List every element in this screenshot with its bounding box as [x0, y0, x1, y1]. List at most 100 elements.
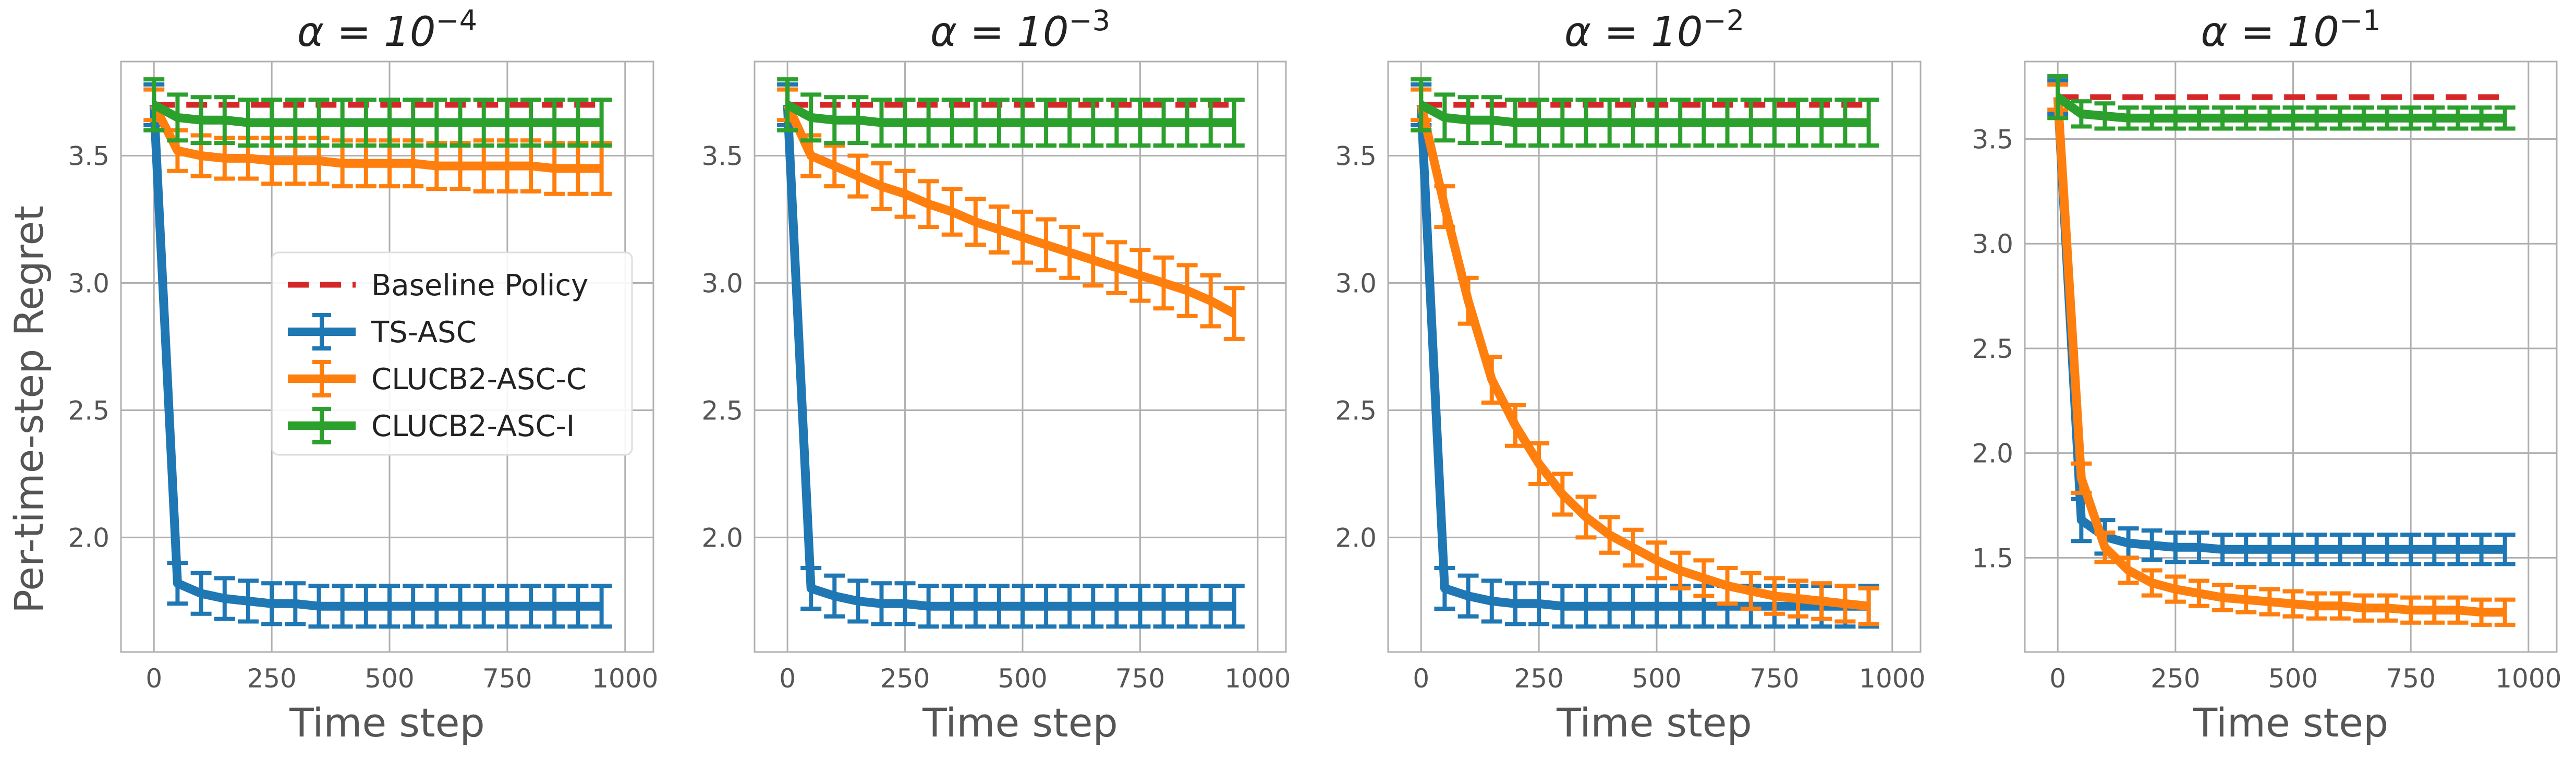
panel-title-exponent: −1 — [2339, 4, 2381, 37]
x-tick-label: 1000 — [2495, 663, 2561, 694]
x-tick-label: 250 — [880, 663, 930, 694]
x-tick-label: 750 — [1749, 663, 1799, 694]
y-tick-label: 2.5 — [701, 395, 743, 426]
panel-title-exponent: −3 — [1069, 4, 1111, 37]
series-line — [2055, 93, 2505, 123]
legend-swatch — [288, 360, 356, 397]
panel-title-base: α = 10 — [1564, 9, 1703, 56]
y-tick-label: 2.5 — [1972, 334, 2013, 364]
x-tick-label: 250 — [1514, 663, 1563, 694]
x-tick-label: 1000 — [1859, 663, 1925, 694]
x-tick-label: 500 — [998, 663, 1047, 694]
x-tick-label: 1000 — [1224, 663, 1291, 694]
legend-label: Baseline Policy — [371, 269, 588, 303]
x-axis-label: Time step — [922, 699, 1118, 746]
error-bar — [591, 584, 612, 629]
legend-label: CLUCB2-ASC-C — [371, 363, 587, 396]
error-bar — [2494, 597, 2516, 627]
error-bar — [1223, 98, 1245, 148]
plot-frame — [120, 61, 654, 653]
panel-3: 0 250 500 750 1000 2.0 2.5 3.0 3.5 Time step α = 1… — [1335, 4, 1925, 746]
y-tick-label: 2.0 — [1335, 523, 1377, 553]
x-tick-label: 250 — [2150, 663, 2200, 694]
y-tick-label: 3.0 — [68, 269, 110, 299]
plot-frame — [2024, 61, 2558, 653]
y-tick-label: 3.5 — [1335, 141, 1377, 172]
error-bar — [591, 98, 612, 148]
x-tick-label: 750 — [2386, 663, 2435, 694]
x-tick-label: 0 — [1413, 663, 1429, 694]
series-line — [1416, 103, 1869, 611]
y-tick-label: 2.5 — [1335, 395, 1377, 426]
y-tick-label: 3.0 — [701, 269, 743, 299]
legend-swatch — [288, 313, 356, 351]
legend-swatch — [288, 407, 356, 444]
plot-background — [755, 62, 1286, 652]
panel-2: 0 250 500 750 1000 2.0 2.5 3.0 3.5 Time step α = 1… — [701, 4, 1291, 746]
x-axis-label: Time step — [289, 699, 485, 746]
x-tick-label: 750 — [1115, 663, 1165, 694]
panel-title: α = 10−4 — [297, 4, 477, 56]
x-tick-label: 750 — [482, 663, 532, 694]
panel-title: α = 10−2 — [1564, 4, 1744, 56]
panel-title-base: α = 10 — [297, 9, 436, 56]
panel-title-base: α = 10 — [2201, 9, 2339, 56]
x-axis-label: Time step — [2193, 699, 2389, 746]
x-tick-label: 250 — [247, 663, 296, 694]
panel-title-exponent: −4 — [436, 4, 478, 37]
series-clucb2-asc-c — [777, 87, 1245, 341]
series-clucb2-asc-i — [143, 77, 612, 148]
panel-title: α = 10−3 — [930, 4, 1110, 56]
legend-box — [271, 251, 633, 456]
panel-title-exponent: −2 — [1703, 4, 1745, 37]
figure-ylabel: Per-time-step Regret — [6, 206, 52, 613]
x-tick-label: 500 — [364, 663, 414, 694]
plot-background — [1388, 62, 1921, 652]
x-tick-label: 0 — [779, 663, 796, 694]
x-axis-label: Time step — [1556, 699, 1752, 746]
error-bar — [1858, 586, 1879, 626]
y-tick-label: 3.5 — [701, 141, 743, 172]
panel-title: α = 10−1 — [2201, 4, 2380, 56]
x-tick-label: 500 — [2268, 663, 2318, 694]
error-bar — [2494, 533, 2516, 566]
y-tick-label: 2.0 — [701, 523, 743, 553]
series-line — [2053, 96, 2505, 617]
error-bar — [1223, 584, 1245, 629]
y-tick-label: 3.0 — [1972, 229, 2013, 259]
y-tick-label: 2.0 — [1972, 439, 2013, 469]
panel-4: 0 250 500 750 1000 1.5 2.0 2.5 3.0 3.5 Time step α … — [1972, 4, 2561, 746]
series-clucb2-asc-i — [1411, 77, 1879, 148]
x-tick-label: 0 — [2049, 663, 2066, 694]
series-line — [1419, 101, 1869, 127]
series-line — [1416, 104, 1869, 611]
legend: Baseline Policy TS-ASC CLUCB2-ASC-C CLUCB2-… — [271, 251, 633, 456]
series-clucb2-asc-i — [2047, 74, 2516, 131]
series-ts-asc — [143, 82, 612, 629]
series-line — [2053, 96, 2505, 554]
y-tick-label: 2.0 — [68, 523, 110, 553]
legend-label: CLUCB2-ASC-I — [371, 409, 575, 443]
y-tick-label: 3.5 — [1972, 125, 2013, 155]
legend-entry: CLUCB2-ASC-C — [288, 360, 587, 397]
legend-entry: TS-ASC — [288, 313, 477, 351]
y-tick-label: 1.5 — [1972, 543, 2013, 573]
plot-frame — [754, 61, 1287, 653]
y-tick-label: 3.0 — [1335, 269, 1377, 299]
panel-title-base: α = 10 — [930, 9, 1069, 56]
error-bar — [1858, 98, 1879, 148]
series-clucb2-asc-i — [777, 77, 1245, 148]
plot-frame — [1387, 61, 1922, 653]
series-line — [783, 103, 1236, 318]
series-line — [149, 104, 602, 611]
panels: 0 250 500 750 1000 2.0 2.5 3.0 3.5 Time step α = 1… — [68, 4, 2561, 746]
series-line — [150, 103, 602, 173]
legend-label: TS-ASC — [371, 316, 477, 349]
x-tick-label: 0 — [145, 663, 162, 694]
series-line — [152, 101, 602, 127]
legend-entry: Baseline Policy — [288, 269, 588, 303]
error-bar — [2494, 105, 2516, 131]
series-line — [785, 101, 1234, 127]
legend-entry: CLUCB2-ASC-I — [288, 407, 575, 444]
